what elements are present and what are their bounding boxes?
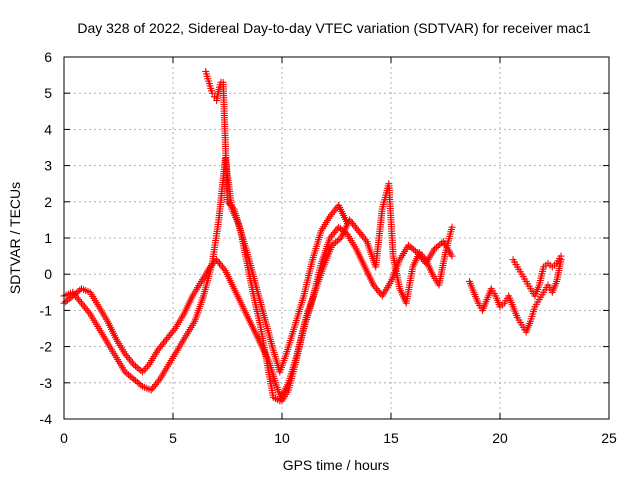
data-point-trail — [125, 371, 133, 379]
y-axis-label: SDTVAR / TECUs — [7, 182, 23, 294]
y-tick-label: 6 — [44, 49, 52, 65]
y-tick-label: -1 — [40, 302, 53, 318]
data-point — [557, 252, 565, 260]
data-point-trail — [63, 296, 71, 304]
data-point-trail — [123, 369, 131, 377]
plot-frame — [63, 56, 610, 420]
y-tick-label: 4 — [44, 121, 52, 137]
x-tick-label: 0 — [60, 430, 68, 446]
data-point-trail — [132, 377, 140, 385]
data-point-trail — [434, 242, 442, 250]
y-tick-label: 2 — [44, 194, 52, 210]
data-point-trail — [436, 241, 444, 249]
data-point-trail — [332, 238, 340, 246]
data-point — [121, 368, 129, 376]
data-point — [328, 241, 336, 249]
y-tick-label: 5 — [44, 85, 52, 101]
data-point-trail — [135, 365, 143, 373]
data-point-trail — [132, 362, 140, 370]
x-tick-label: 20 — [492, 430, 508, 446]
data-point-trail — [140, 366, 148, 374]
data-point-trail — [410, 246, 418, 254]
data-point-trail — [65, 295, 73, 303]
x-tick-label: 15 — [383, 430, 399, 446]
data-point — [448, 223, 456, 231]
x-tick-label: 10 — [274, 430, 290, 446]
data-points — [60, 67, 565, 405]
data-point — [404, 241, 412, 249]
chart-title: Day 328 of 2022, Sidereal Day-to-day VTE… — [77, 20, 590, 36]
data-point-trail — [133, 378, 141, 386]
data-point — [431, 245, 439, 253]
x-axis-label: GPS time / hours — [283, 457, 390, 473]
data-point — [130, 375, 138, 383]
data-point-trail — [330, 240, 338, 248]
data-point-trail — [62, 298, 70, 306]
data-point-trail — [133, 364, 141, 372]
y-tick-label: -3 — [40, 375, 53, 391]
data-point-trail — [135, 380, 143, 388]
x-tick-labels: 0 5 10 15 20 25 — [60, 430, 617, 446]
data-point-trail — [74, 288, 82, 296]
data-point-trail — [128, 374, 136, 382]
data-point-trail — [432, 243, 440, 251]
y-tick-labels: -4 -3 -2 -1 0 1 2 3 4 5 6 — [40, 49, 53, 427]
data-point — [130, 361, 138, 369]
data-point — [208, 89, 216, 97]
data-point-trail — [408, 244, 416, 252]
data-point-trail — [411, 247, 419, 255]
x-tick-label: 25 — [601, 430, 617, 446]
data-point-trail — [438, 239, 446, 247]
data-point-trail — [406, 243, 414, 251]
y-tick-label: -4 — [40, 411, 53, 427]
data-point — [335, 223, 343, 231]
data-point-trail — [126, 372, 134, 380]
y-tick-label: -2 — [40, 339, 53, 355]
data-point-trail — [333, 237, 341, 245]
y-tick-label: 3 — [44, 158, 52, 174]
y-tick-label: 1 — [44, 230, 52, 246]
data-point-trail — [336, 225, 344, 233]
data-point-trail — [137, 381, 145, 389]
x-tick-label: 5 — [169, 430, 177, 446]
y-tick-label: 0 — [44, 266, 52, 282]
data-point — [448, 252, 456, 260]
